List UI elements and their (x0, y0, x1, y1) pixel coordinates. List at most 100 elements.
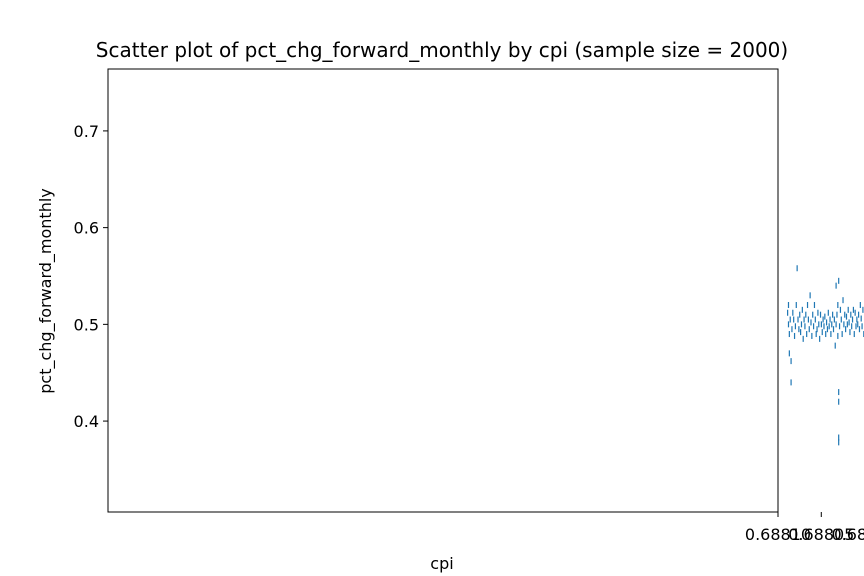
data-point (834, 342, 836, 349)
data-point (831, 321, 833, 328)
data-point (841, 331, 843, 338)
data-point (802, 335, 804, 342)
data-point (836, 311, 838, 318)
data-point (826, 326, 829, 333)
data-point (835, 282, 837, 289)
data-point (842, 297, 844, 304)
data-point (792, 309, 794, 316)
data-point (852, 306, 855, 313)
data-point (850, 311, 852, 318)
data-point (862, 306, 864, 313)
data-point (800, 321, 803, 328)
data-point (816, 326, 818, 333)
y-axis-label: pct_chg_forward_monthly (36, 188, 56, 394)
data-point (847, 306, 849, 313)
x-tick-label: 0.68805 (788, 525, 854, 544)
data-point (827, 309, 829, 316)
data-point (858, 311, 860, 318)
data-point (799, 311, 801, 318)
data-point (861, 323, 863, 330)
data-point (807, 316, 809, 323)
data-point (860, 315, 862, 322)
data-point (804, 323, 806, 330)
data-point (817, 309, 819, 316)
data-point (851, 323, 853, 330)
data-point (840, 316, 842, 323)
data-point (851, 316, 854, 323)
data-point (805, 311, 807, 318)
data-point (814, 316, 816, 323)
y-tick-label: 0.4 (74, 412, 99, 431)
data-point (845, 313, 848, 320)
data-point (833, 316, 835, 323)
data-point (798, 326, 800, 333)
data-point (815, 331, 817, 338)
data-point (818, 321, 820, 328)
data-point (790, 379, 792, 386)
data-point (789, 316, 791, 323)
y-tick-label: 0.6 (74, 219, 99, 238)
data-point (793, 332, 796, 339)
data-point (857, 321, 859, 328)
data-point (787, 309, 789, 316)
data-point (819, 335, 821, 342)
data-point (809, 292, 811, 299)
data-point (848, 319, 850, 326)
data-point (793, 316, 795, 323)
y-tick-label: 0.5 (74, 315, 99, 334)
data-point (830, 331, 832, 338)
data-point (832, 326, 835, 333)
data-point (838, 323, 841, 330)
data-point (808, 326, 810, 333)
data-point (837, 332, 839, 339)
scatter-points (787, 265, 864, 446)
data-point (806, 331, 808, 338)
data-point (845, 326, 847, 333)
data-point (844, 311, 846, 318)
x-tick-label: 0.68810 (745, 525, 811, 544)
data-point (813, 302, 816, 309)
data-point (794, 323, 797, 330)
data-point (849, 329, 851, 336)
data-point (787, 321, 790, 328)
data-point (825, 319, 828, 326)
data-point (801, 306, 803, 313)
data-point (788, 331, 790, 338)
data-point (796, 265, 798, 272)
data-point (806, 302, 809, 309)
x-axis-label: cpi (430, 554, 453, 573)
data-point (790, 358, 792, 365)
data-point (812, 323, 815, 330)
data-point (838, 277, 840, 284)
data-point (788, 350, 790, 357)
y-tick-label: 0.7 (74, 122, 99, 141)
data-point (846, 321, 848, 328)
data-point (825, 331, 827, 338)
data-point (820, 321, 822, 328)
data-point (824, 313, 826, 320)
data-point (810, 319, 812, 326)
data-point (837, 302, 839, 309)
plot-area (107, 68, 779, 513)
data-point (838, 434, 840, 441)
data-point (855, 323, 857, 330)
data-point (822, 316, 824, 323)
data-point (835, 321, 837, 328)
data-point (859, 302, 861, 309)
data-point (838, 389, 840, 396)
data-point (828, 323, 830, 330)
data-point (787, 302, 790, 309)
data-point (797, 316, 799, 323)
data-point (791, 326, 793, 333)
data-point (803, 316, 805, 323)
data-point (838, 439, 840, 446)
data-point (811, 332, 813, 339)
data-point (843, 321, 845, 328)
data-point (832, 311, 834, 318)
data-point (800, 329, 802, 336)
data-point (829, 316, 831, 323)
data-point (812, 311, 814, 318)
data-point (823, 323, 825, 330)
x-tick-label: 0.68800 (831, 525, 864, 544)
